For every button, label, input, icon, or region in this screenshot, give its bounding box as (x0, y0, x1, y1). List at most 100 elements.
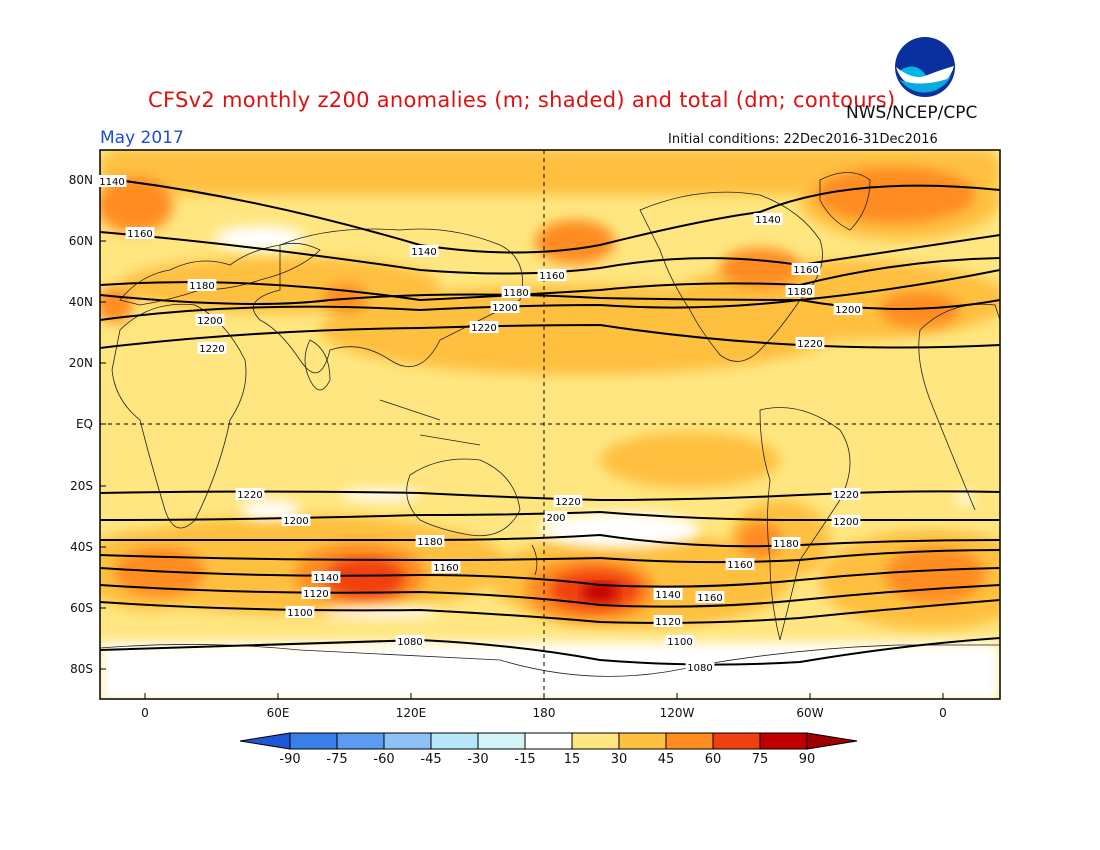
contour-label-bg (285, 606, 315, 618)
contour-label: 1100 (667, 637, 692, 648)
lat-label: 60S (70, 601, 93, 615)
contour-label: 1220 (555, 497, 580, 508)
contour-label: 1120 (303, 589, 328, 600)
contour-label: 1200 (833, 517, 858, 528)
lat-label: 20N (69, 356, 93, 370)
contour-label-bg (501, 286, 531, 298)
contour-label-bg (725, 558, 755, 570)
colorbar-swatch (618, 732, 667, 750)
contour-label: 1220 (237, 490, 262, 501)
colorbar-swatch (430, 732, 479, 750)
contour-label-bg (833, 303, 863, 315)
colorbar-swatch (712, 732, 761, 750)
colorbar-label: 30 (611, 752, 628, 767)
contour-label-bg (695, 591, 725, 603)
contour-label-bg (301, 587, 331, 599)
colorbar-label: -45 (420, 752, 441, 767)
lat-label: 20S (70, 479, 93, 493)
colorbar-swatch (383, 732, 432, 750)
colorbar-label: -90 (279, 752, 300, 767)
lat-label: 40S (70, 540, 93, 554)
colorbar-label: 90 (799, 752, 816, 767)
contour-label: 1180 (773, 539, 798, 550)
contour-label: 1140 (99, 177, 124, 188)
initial-conditions: Initial conditions: 22Dec2016-31Dec2016 (668, 132, 938, 147)
contour-label-bg (653, 615, 683, 627)
colorbar-label: -60 (373, 752, 394, 767)
colorbar-label: 60 (705, 752, 722, 767)
colorbar-swatch (571, 732, 620, 750)
lon-label: 120E (396, 706, 427, 720)
colorbar-label: 15 (564, 752, 581, 767)
contour-label-bg (685, 661, 715, 673)
contour-label-bg (409, 245, 439, 257)
colorbar-label: -15 (514, 752, 535, 767)
colorbar-label: -30 (467, 752, 488, 767)
lon-label: 180 (533, 706, 556, 720)
contour-label-bg (537, 269, 567, 281)
contour-label: 1140 (755, 215, 780, 226)
contour-label-bg (771, 537, 801, 549)
contour-label-bg (235, 488, 265, 500)
lat-label: 60N (69, 234, 93, 248)
contour-label-bg (653, 588, 683, 600)
contour-label: 1220 (833, 490, 858, 501)
contour-label-bg (187, 279, 217, 291)
contour-label-bg (415, 535, 445, 547)
contour-label-bg (665, 635, 695, 647)
contour-label: 1200 (835, 305, 860, 316)
noaa-logo-icon (895, 37, 955, 97)
agency-label: NWS/NCEP/CPC (846, 103, 978, 123)
contour-label: 1080 (397, 637, 422, 648)
contour-label: 1220 (797, 339, 822, 350)
lon-label: 60W (796, 706, 823, 720)
contour-label: 200 (546, 513, 565, 524)
lat-label: EQ (76, 417, 93, 431)
contour-label-bg (791, 263, 821, 275)
colorbar-arrow-right (806, 732, 858, 750)
lon-label: 120W (660, 706, 695, 720)
contour-label-bg (785, 285, 815, 297)
lat-label: 40N (69, 295, 93, 309)
lon-label: 0 (141, 706, 149, 720)
lon-label: 0 (939, 706, 947, 720)
contour-label: 1120 (655, 617, 680, 628)
forecast-month: May 2017 (100, 128, 184, 148)
contour-label-bg (795, 337, 825, 349)
colorbar-swatch (477, 732, 526, 750)
contour-label: 1180 (503, 288, 528, 299)
contour-label: 1180 (417, 537, 442, 548)
contour-label: 1160 (539, 271, 564, 282)
contour-label-bg (195, 314, 225, 326)
contour-label-bg (831, 515, 861, 527)
contour-label: 1100 (287, 608, 312, 619)
contour-label: 1080 (687, 663, 712, 674)
contour-label: 1220 (471, 323, 496, 334)
contour-label-bg (97, 175, 127, 187)
contour-label: 1160 (793, 265, 818, 276)
colorbar-swatch (289, 732, 338, 750)
contour-label: 1160 (433, 563, 458, 574)
contour-label-bg (125, 227, 155, 239)
contour-label: 1180 (189, 281, 214, 292)
colorbar-label: 75 (752, 752, 769, 767)
map-title: CFSv2 monthly z200 anomalies (m; shaded)… (148, 88, 896, 112)
colorbar-label: 45 (658, 752, 675, 767)
contour-label-bg (311, 571, 341, 583)
contour-label-bg (831, 488, 861, 500)
colorbar-swatch (336, 732, 385, 750)
lon-label: 60E (267, 706, 290, 720)
contour-label-bg (395, 635, 425, 647)
colorbar-swatch (759, 732, 808, 750)
contour-label-bg (753, 213, 783, 225)
contour-label-bg (544, 511, 568, 523)
contour-label: 1180 (787, 287, 812, 298)
colorbar-label: -75 (326, 752, 347, 767)
contour-label: 1200 (492, 303, 517, 314)
contour-label-bg (197, 342, 227, 354)
contour-label: 1220 (199, 344, 224, 355)
contour-label-bg (281, 514, 311, 526)
lat-label: 80S (70, 662, 93, 676)
